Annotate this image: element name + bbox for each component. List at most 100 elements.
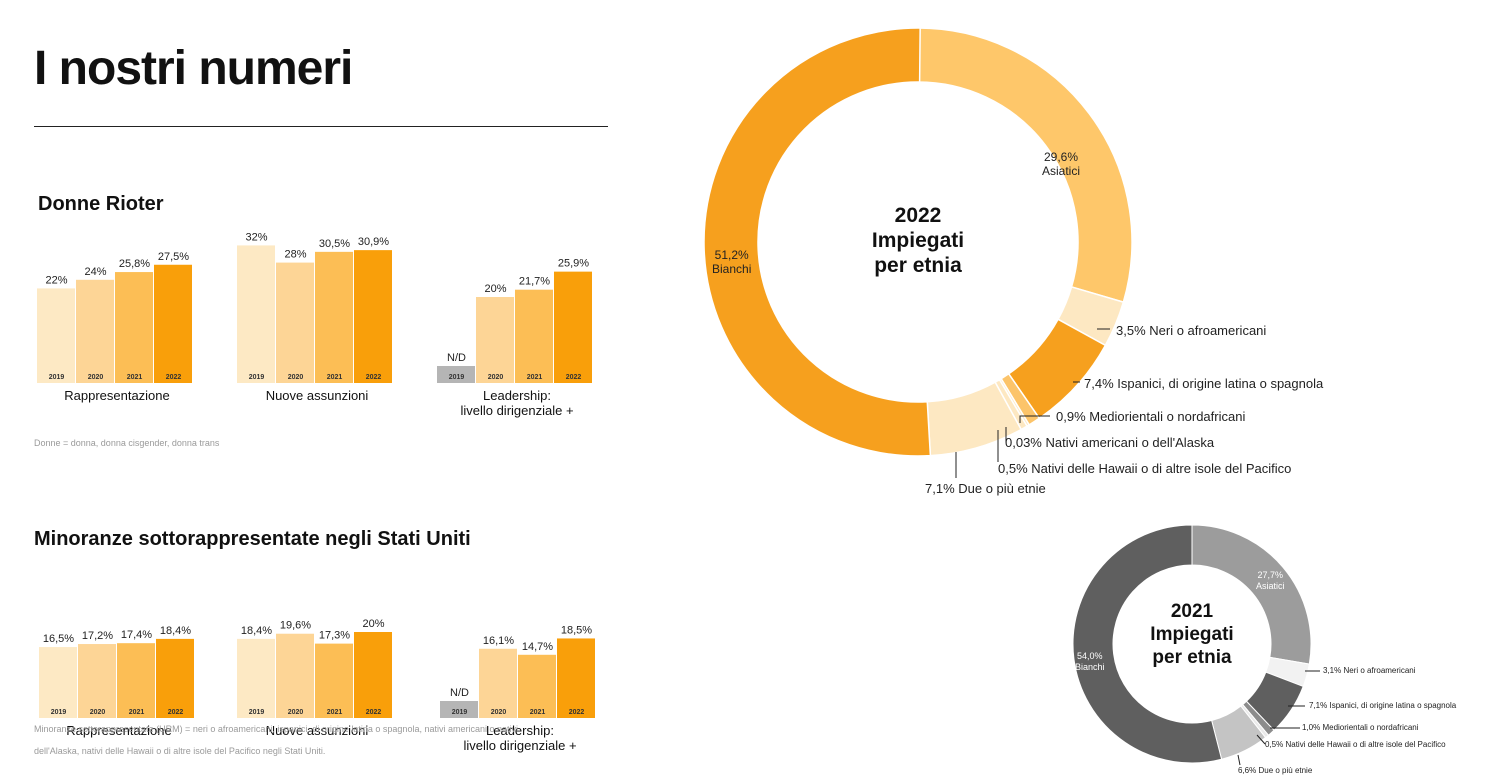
leader-line — [1019, 415, 1050, 423]
bar-2019 — [237, 638, 275, 718]
bar-year-label: 2020 — [491, 709, 507, 716]
donut-slice-bianchi — [1072, 524, 1223, 764]
donut-label-value: 7,1% — [1309, 701, 1330, 710]
section-title-women: Donne Rioter — [38, 193, 164, 215]
bar-year-label: 2022 — [366, 374, 382, 381]
donut-label-value: 0,5% — [1265, 740, 1286, 749]
bar-value-label: 30,9% — [358, 236, 389, 248]
donut-label-name: Due o più etnie — [1258, 766, 1313, 775]
bar-2022 — [154, 264, 192, 383]
bar-value-label: 20% — [484, 283, 506, 295]
donut-slice-bianchi — [703, 27, 932, 457]
bar-value-label: 28% — [284, 249, 306, 261]
donut-label-asiatici: 27,7% Asiatici — [1256, 570, 1285, 592]
donut-slice-due_piu — [926, 381, 1023, 457]
bar-year-label: 2019 — [49, 374, 65, 381]
bar-2019 — [37, 288, 75, 383]
donut-label-name: Neri o afroamericani — [1149, 323, 1267, 338]
donut-label-asiatici: 29,6% Asiatici — [1042, 150, 1080, 178]
donut-label-value: 1,0% — [1302, 723, 1323, 732]
bar-year-label: 2019 — [249, 374, 265, 381]
bar-chart-label: Nuove assunzioni — [207, 723, 427, 738]
donut-label-name: Asiatici — [1042, 164, 1081, 178]
donut-label-value: 6,6% — [1238, 766, 1259, 775]
donut-center-title-line: Impiegati — [871, 229, 965, 252]
bar-chart-label: Nuove assunzioni — [207, 388, 427, 403]
donut-label-due_piu: 7,1% Due o più etnie — [925, 481, 1046, 496]
donut-label-value: 7,4% — [1084, 376, 1118, 391]
bar-value-label: 14,7% — [522, 641, 553, 653]
donut-center-title: 2022 Impiegati per etnia — [818, 203, 1018, 278]
donut-label-name: Nativi delle Hawaii o di altre isole del… — [1285, 740, 1446, 749]
footnote-minorities-line-2: dell'Alaska, nativi delle Hawaii o di al… — [34, 746, 326, 756]
bar-chart-svg: 22% 2019 24% 2020 25,8% 2021 27,5% 2022 — [37, 251, 192, 383]
leader-line — [1256, 734, 1266, 745]
bar-value-label: 18,4% — [160, 625, 191, 637]
donut-slice-neri — [1057, 286, 1125, 347]
donut-label-value: 3,5% — [1116, 323, 1150, 338]
donut-label-name: Bianchi — [712, 262, 752, 276]
bar-value-label: 16,1% — [483, 635, 514, 647]
bar-chart-label-line: Nuove assunzioni — [265, 388, 369, 403]
bar-2022 — [554, 271, 592, 383]
bar-value-label: 18,5% — [561, 624, 592, 636]
donut-label-name: Nativi delle Hawaii o di altre isole del… — [1031, 461, 1292, 476]
donut-label-medio: 0,9% Mediorientali o nordafricani — [1056, 409, 1245, 424]
donut-label-bianchi: 54,0% Bianchi — [1075, 651, 1105, 673]
donut-label-name: Nativi americani o dell'Alaska — [1045, 435, 1215, 450]
donut-center-title-line: per etnia — [1152, 647, 1232, 668]
bar-chart-svg: N/D 2019 16,1% 2020 14,7% 2021 18,5% 2022 — [440, 624, 595, 718]
bar-chart-label: Leadership: livello dirigenziale + — [410, 723, 630, 753]
donut-slice-neri — [1265, 656, 1310, 688]
donut-slice-asiatici — [1191, 524, 1312, 665]
bar-year-label: 2022 — [569, 709, 585, 716]
bar-2021 — [515, 289, 553, 383]
bar-2020 — [276, 633, 314, 718]
bar-year-label: 2021 — [527, 374, 543, 381]
bar-value-label: 21,7% — [519, 276, 550, 288]
donut-label-value: 0,03% — [1005, 435, 1046, 450]
bar-chart-label-line: Rappresentazione — [66, 723, 172, 738]
donut-label-name: Due o più etnie — [958, 481, 1046, 496]
bar-year-label: 2019 — [452, 709, 468, 716]
bar-chart-label-line: Rappresentazione — [64, 388, 170, 403]
donut-center-title-line: 2021 — [1170, 601, 1214, 622]
bar-2022 — [557, 638, 595, 718]
bar-year-label: 2022 — [166, 374, 182, 381]
donut-label-name: Bianchi — [1075, 662, 1105, 672]
donut-label-neri: 3,5% Neri o afroamericani — [1116, 323, 1266, 338]
donut-label-hawaii: 0,5% Nativi delle Hawaii o di altre isol… — [1265, 740, 1446, 750]
bar-value-label: N/D — [450, 687, 469, 699]
bar-chart-svg: N/D 2019 20% 2020 21,7% 2021 25,9% 2022 — [437, 258, 592, 383]
bar-year-label: 2020 — [488, 374, 504, 381]
bar-year-label: 2021 — [327, 709, 343, 716]
bar-value-label: 25,9% — [558, 258, 589, 270]
bar-year-label: 2020 — [88, 374, 104, 381]
donut-label-value: 3,1% — [1323, 666, 1344, 675]
donut-slice-ispanici — [1007, 318, 1107, 420]
bar-2019 — [237, 245, 275, 383]
bar-value-label: 17,3% — [319, 630, 350, 642]
bar-chart-women-leadership: N/D 2019 20% 2020 21,7% 2021 25,9% 2022 Leadersh… — [437, 230, 597, 420]
bar-year-label: 2021 — [530, 709, 546, 716]
bar-value-label: 22% — [45, 274, 67, 286]
donut-label-nativi_am: 0,03% Nativi americani o dell'Alaska — [1005, 435, 1214, 450]
bar-chart-label: Rappresentazione — [9, 723, 229, 738]
bar-value-label: N/D — [447, 352, 466, 364]
bar-year-label: 2022 — [366, 709, 382, 716]
section-title-minorities: Minoranze sottorappresentate negli Stati… — [34, 528, 471, 550]
donut-label-value: 0,9% — [1056, 409, 1090, 424]
bar-chart-urm-representation: 16,5% 2019 17,2% 2020 17,4% 2021 18,4% 2022 Rapp… — [39, 565, 199, 755]
bar-2020 — [76, 279, 114, 383]
bar-value-label: 18,4% — [241, 625, 272, 637]
donut-slice-ispanici — [1245, 671, 1304, 731]
donut-label-neri: 3,1% Neri o afroamericani — [1323, 666, 1416, 676]
bar-chart-svg: 32% 2019 28% 2020 30,5% 2021 30,9% 2022 — [237, 231, 392, 383]
donut-label-value: 54,0% — [1077, 651, 1103, 661]
bar-2020 — [476, 297, 514, 383]
bar-2021 — [518, 654, 556, 718]
bar-value-label: 27,5% — [158, 251, 189, 263]
bar-chart-label-line: Nuove assunzioni — [265, 723, 369, 738]
bar-year-label: 2020 — [288, 709, 304, 716]
bar-value-label: 17,4% — [121, 629, 152, 641]
